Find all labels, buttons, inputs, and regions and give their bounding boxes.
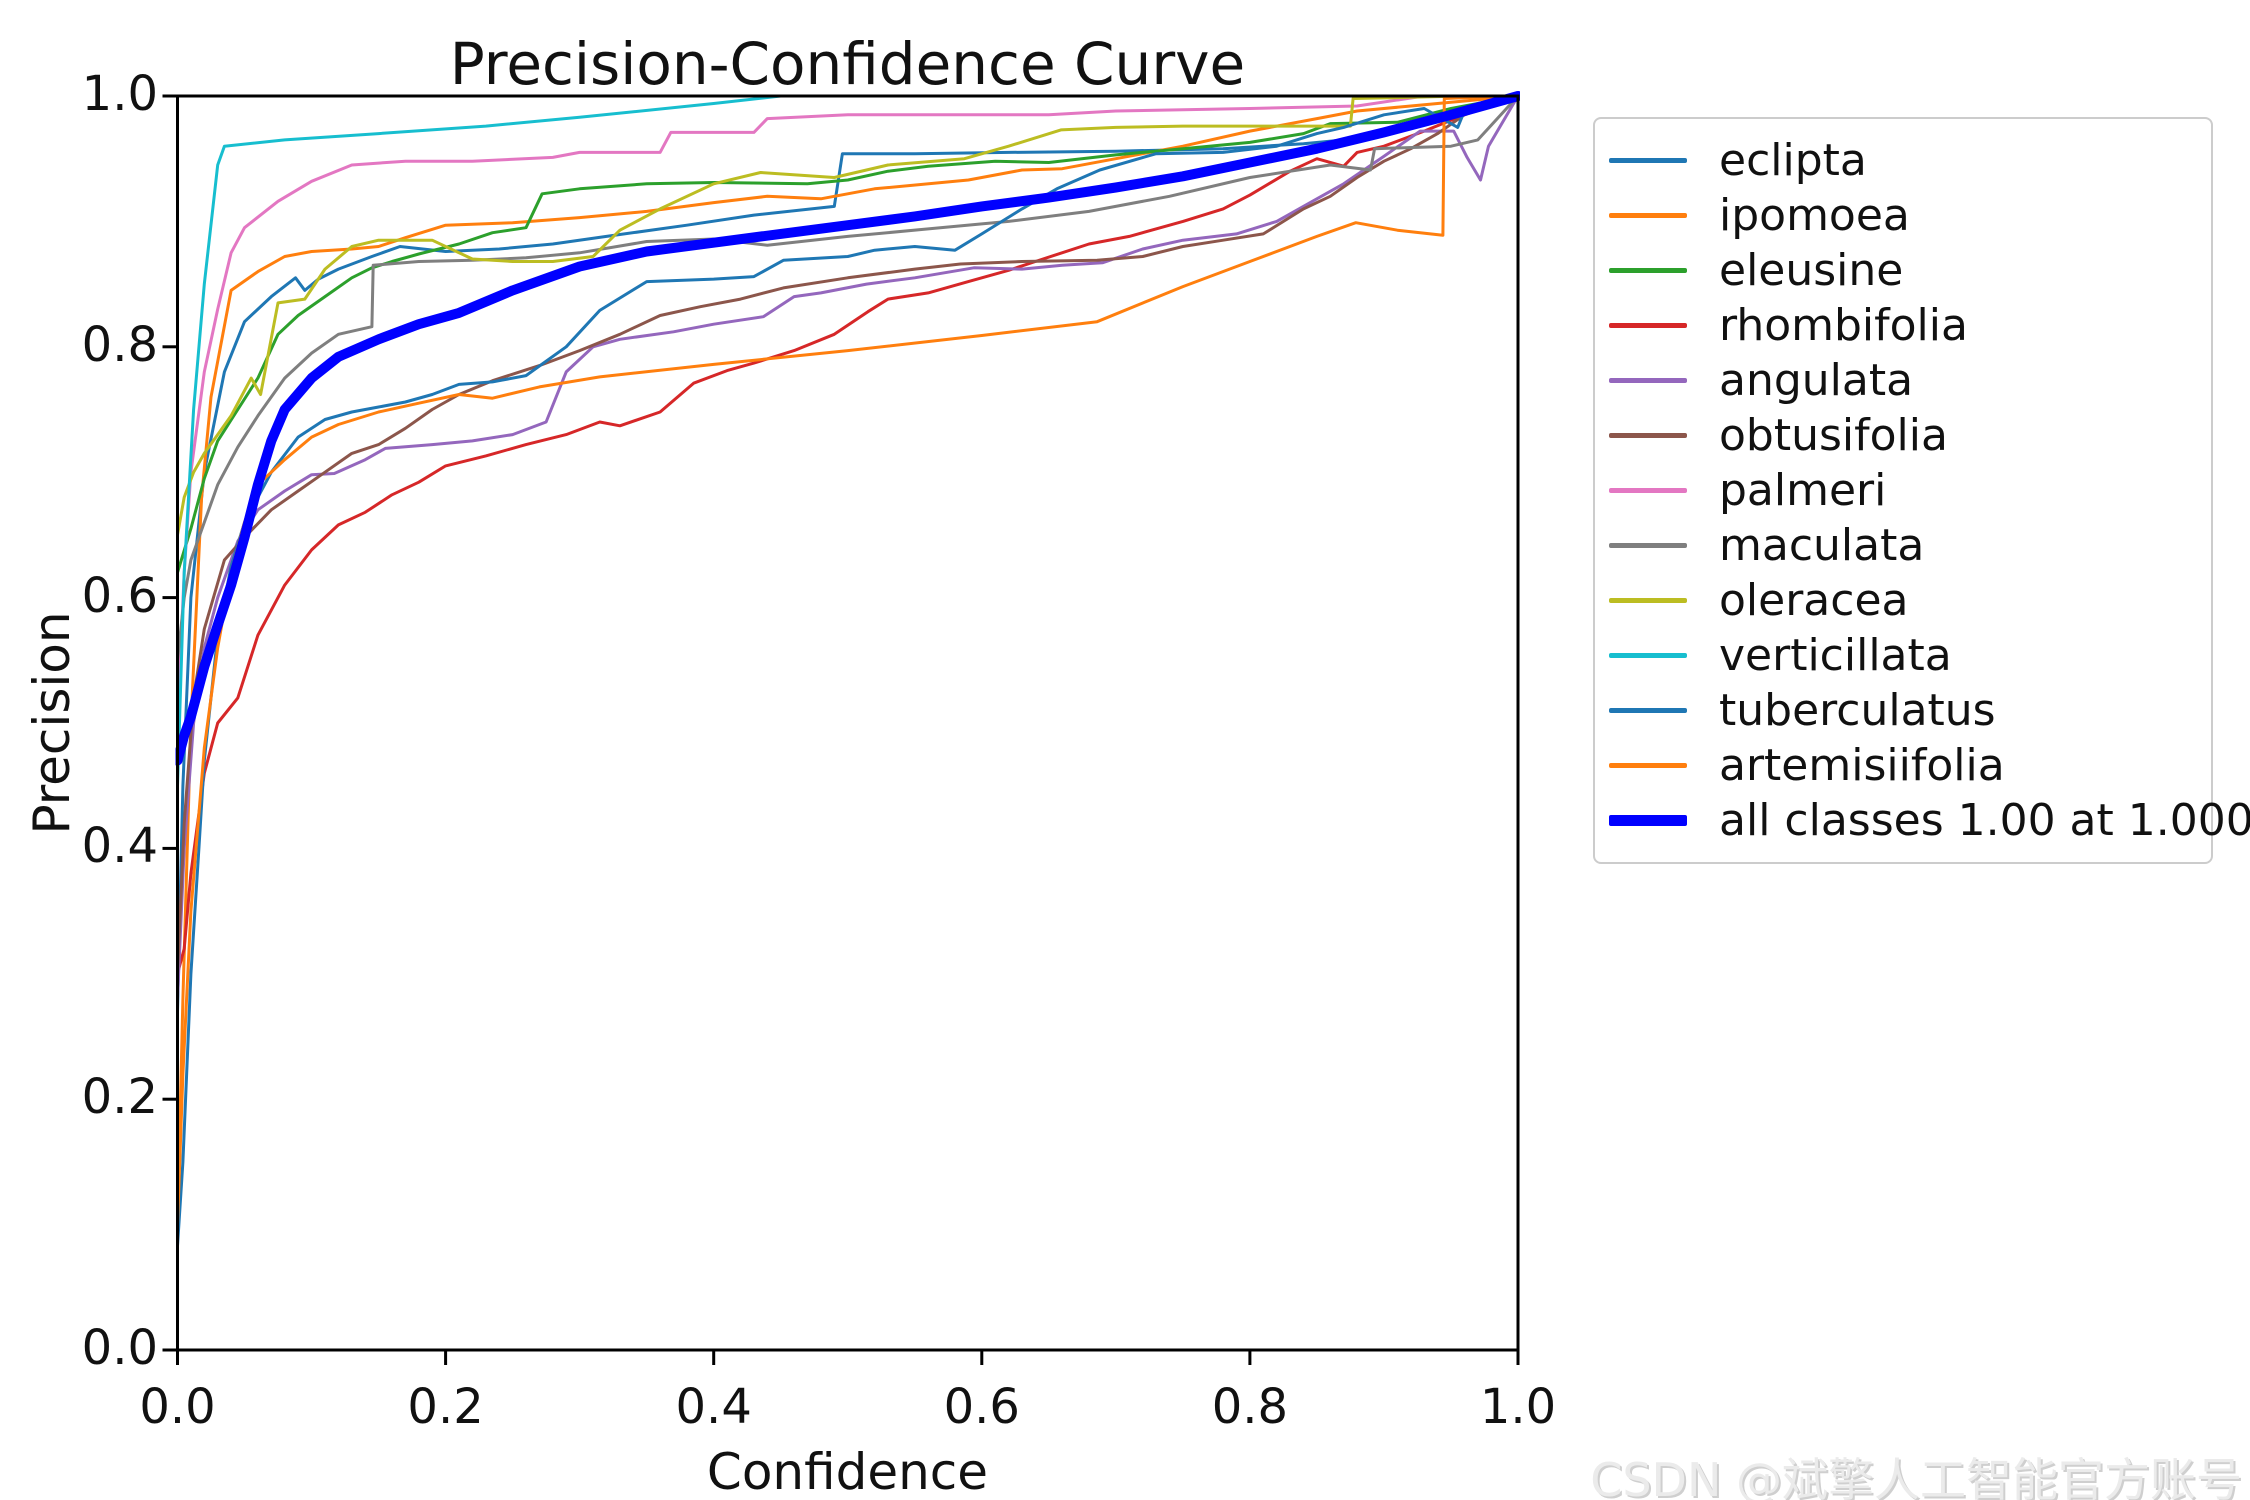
legend-line-swatch: [1609, 815, 1687, 826]
legend-label: palmeri: [1719, 464, 1887, 516]
y-tick-label: 0.8: [81, 316, 158, 373]
y-tick-label: 0.2: [81, 1068, 158, 1125]
legend-line-swatch: [1609, 268, 1687, 273]
series-line-oleracea: [176, 94, 1520, 537]
legend-label: ipomoea: [1719, 189, 1910, 241]
legend-item-artemisiifolia: artemisiifolia: [1595, 738, 2211, 793]
legend-line-swatch: [1609, 598, 1687, 603]
legend-label: maculata: [1719, 519, 1925, 571]
legend-item-all-classes-1-00-at-1-000: all classes 1.00 at 1.000: [1595, 793, 2250, 848]
watermark: CSDN @斌擎人工智能官方账号: [1590, 1453, 2242, 1500]
y-tick-label: 0.0: [81, 1319, 158, 1376]
x-tick-label: 0.0: [139, 1379, 216, 1435]
legend-line-swatch: [1609, 433, 1687, 438]
series-line-palmeri: [176, 94, 1520, 725]
x-tick-label: 0.2: [407, 1379, 484, 1435]
x-tick-label: 0.8: [1211, 1379, 1289, 1435]
legend-item-verticillata: verticillata: [1595, 628, 2211, 683]
x-tick-label: 1.0: [1479, 1379, 1557, 1435]
legend-label: tuberculatus: [1719, 684, 1996, 736]
legend-line-swatch: [1609, 213, 1687, 218]
legend-item-obtusifolia: obtusifolia: [1595, 408, 2211, 463]
legend-line-swatch: [1609, 653, 1687, 658]
legend-line-swatch: [1609, 763, 1687, 768]
legend-item-rhombifolia: rhombifolia: [1595, 298, 2211, 353]
series-line-tuberculatus: [176, 94, 1520, 1248]
series-line-all-classes-1-00-at-1-000: [175, 91, 1520, 766]
series-line-ipomoea: [176, 94, 1520, 1227]
y-tick-label: 1.0: [81, 65, 158, 122]
legend-label: eleusine: [1719, 244, 1904, 296]
series-line-angulata: [176, 94, 1520, 1001]
legend-label: all classes 1.00 at 1.000: [1719, 794, 2250, 846]
legend-line-swatch: [1609, 323, 1687, 328]
legend-item-ipomoea: ipomoea: [1595, 188, 2211, 243]
legend-item-oleracea: oleracea: [1595, 573, 2211, 628]
legend-line-swatch: [1609, 378, 1687, 383]
legend-item-eleusine: eleusine: [1595, 243, 2211, 298]
legend-item-maculata: maculata: [1595, 518, 2211, 573]
series-line-obtusifolia: [176, 94, 1520, 976]
legend-line-swatch: [1609, 158, 1687, 163]
legend-label: artemisiifolia: [1719, 739, 2005, 791]
x-tick-label: 0.4: [675, 1379, 752, 1435]
legend-label: obtusifolia: [1719, 409, 1948, 461]
legend-item-tuberculatus: tuberculatus: [1595, 683, 2211, 738]
legend-label: verticillata: [1719, 629, 1952, 681]
legend-label: eclipta: [1719, 134, 1867, 186]
legend-item-palmeri: palmeri: [1595, 463, 2211, 518]
y-axis-label: Precision: [23, 611, 81, 835]
legend: eclipta ipomoea eleusine rhombifolia angulat…: [1593, 117, 2250, 864]
y-tick-label: 0.6: [81, 567, 158, 624]
legend-item-angulata: angulata: [1595, 353, 2211, 408]
chart-title: Precision-Confidence Curve: [449, 30, 1246, 98]
legend-line-swatch: [1609, 708, 1687, 713]
series-line-rhombifolia: [176, 94, 1520, 976]
legend-line-swatch: [1609, 543, 1687, 548]
x-tick-label: 0.6: [943, 1379, 1020, 1435]
y-tick-label: 0.4: [81, 818, 158, 875]
legend-item-eclipta: eclipta: [1595, 133, 2211, 188]
series-line-eclipta: [176, 94, 1520, 1013]
legend-label: angulata: [1719, 354, 1914, 406]
series-line-maculata: [176, 94, 1520, 662]
legend-label: oleracea: [1719, 574, 1909, 626]
legend-label: rhombifolia: [1719, 299, 1968, 351]
axes-spines: [176, 94, 1520, 1352]
legend-line-swatch: [1609, 488, 1687, 493]
x-axis-label: Confidence: [706, 1443, 989, 1500]
